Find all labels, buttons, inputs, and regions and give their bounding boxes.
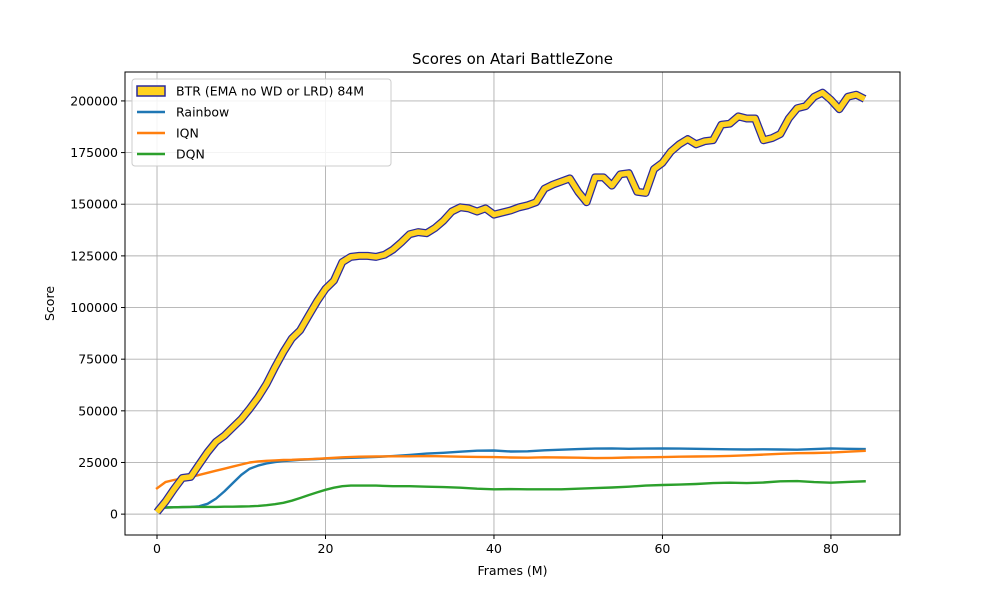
y-tick-label: 200000 xyxy=(70,93,118,108)
x-tick-label: 40 xyxy=(486,541,502,556)
series-line xyxy=(154,89,866,514)
legend: BTR (EMA no WD or LRD) 84M Rainbow IQN DQN xyxy=(131,78,392,167)
x-tick-label: 0 xyxy=(153,541,161,556)
plot-frame xyxy=(124,71,901,536)
y-tick-label: 50000 xyxy=(78,403,118,418)
legend-label: DQN xyxy=(176,147,205,162)
series-btr-ema-no-wd-or-lrd-84m xyxy=(153,88,867,515)
legend-item-rainbow: Rainbow xyxy=(137,105,229,120)
series-rainbow xyxy=(155,447,866,510)
legend-item-iqn: IQN xyxy=(137,126,199,141)
axis-ticks: 0 20 40 60 80 0 25000 50000 75000 100000 125000 150… xyxy=(70,93,839,556)
legend-box xyxy=(131,78,392,167)
legend-swatch xyxy=(136,85,166,97)
series-iqn xyxy=(155,449,866,490)
y-tick-label: 0 xyxy=(110,507,118,522)
chart-title: Scores on Atari BattleZone xyxy=(412,50,613,68)
y-tick-label: 150000 xyxy=(70,197,118,212)
x-axis-title: Frames (M) xyxy=(478,563,548,578)
x-tick-label: 20 xyxy=(318,541,334,556)
series-dqn xyxy=(155,479,866,510)
y-tick-label: 100000 xyxy=(70,300,118,315)
series-line xyxy=(155,479,866,510)
legend-label: IQN xyxy=(176,126,199,141)
x-tick-label: 80 xyxy=(823,541,839,556)
x-tick-label: 60 xyxy=(654,541,670,556)
y-tick-label: 125000 xyxy=(70,248,118,263)
y-tick-label: 175000 xyxy=(70,145,118,160)
legend-label: Rainbow xyxy=(176,105,229,120)
series-line xyxy=(155,449,866,490)
legend-label: BTR (EMA no WD or LRD) 84M xyxy=(176,84,364,99)
series-line xyxy=(155,447,866,510)
legend-item-dqn: DQN xyxy=(137,147,205,162)
series-layer xyxy=(153,88,867,515)
y-axis-title: Score xyxy=(42,286,57,321)
y-tick-label: 75000 xyxy=(78,352,118,367)
y-tick-label: 25000 xyxy=(78,455,118,470)
legend-item-btr-ema-no-wd-or-lrd-84m: BTR (EMA no WD or LRD) 84M xyxy=(136,84,364,99)
